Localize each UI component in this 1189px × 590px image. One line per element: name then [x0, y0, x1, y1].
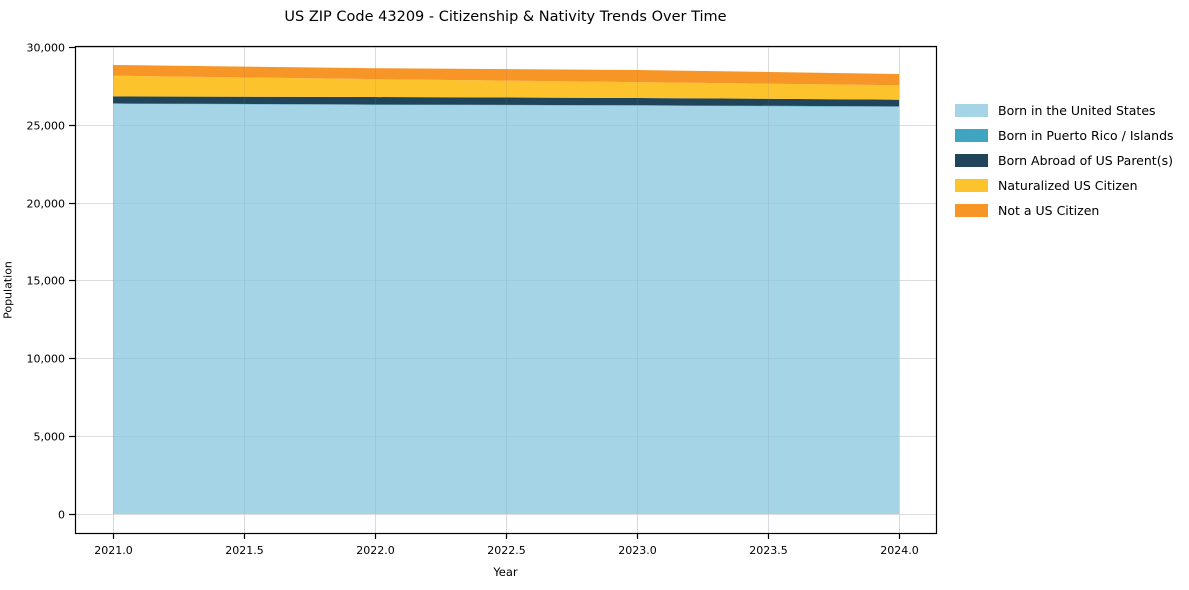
x-tick-label: 2021.0 [94, 544, 133, 557]
legend-label: Not a US Citizen [998, 203, 1100, 218]
y-tick-label: 30,000 [27, 42, 66, 55]
legend-item-not-a-us-citizen: Not a US Citizen [955, 203, 1174, 218]
y-tick-label: 15,000 [27, 275, 66, 288]
x-tick-label: 2024.0 [880, 544, 919, 557]
legend-label: Born Abroad of US Parent(s) [998, 153, 1173, 168]
legend-item-born-abroad-of-us-parent-s: Born Abroad of US Parent(s) [955, 153, 1174, 168]
legend-item-born-in-puerto-rico-islands: Born in Puerto Rico / Islands [955, 128, 1174, 143]
legend-item-naturalized-us-citizen: Naturalized US Citizen [955, 178, 1174, 193]
legend-swatch-born-in-the-united-states [955, 104, 988, 117]
y-tick-label: 20,000 [27, 198, 66, 211]
legend-swatch-born-in-puerto-rico-islands [955, 129, 988, 142]
y-tick-label: 25,000 [27, 120, 66, 133]
legend-swatch-born-abroad-of-us-parent-s [955, 154, 988, 167]
legend-label: Born in the United States [998, 103, 1156, 118]
chart-title: US ZIP Code 43209 - Citizenship & Nativi… [284, 9, 727, 25]
y-tick-label: 5,000 [34, 431, 66, 444]
x-tick-label: 2021.5 [225, 544, 264, 557]
legend-label: Born in Puerto Rico / Islands [998, 128, 1174, 143]
y-tick-label: 10,000 [27, 353, 66, 366]
x-axis-label: Year [493, 565, 518, 579]
x-tick-label: 2023.0 [618, 544, 657, 557]
legend-label: Naturalized US Citizen [998, 178, 1138, 193]
area-born-in-puerto-rico-islands [112, 103, 900, 107]
legend-swatch-naturalized-us-citizen [955, 179, 988, 192]
x-tick-label: 2022.0 [356, 544, 395, 557]
area-naturalized-us-citizen [112, 75, 900, 100]
y-axis-label: Population [1, 261, 15, 319]
legend-swatch-not-a-us-citizen [955, 204, 988, 217]
area-not-a-us-citizen [112, 64, 900, 86]
legend: Born in the United States Born in Puerto … [955, 103, 1174, 218]
x-tick-label: 2023.5 [749, 544, 788, 557]
y-tick-label: 0 [58, 509, 65, 522]
legend-item-born-in-the-united-states: Born in the United States [955, 103, 1174, 118]
x-tick-label: 2022.5 [487, 544, 526, 557]
area-born-in-the-united-states [112, 103, 900, 514]
area-born-abroad-of-us-parent-s [112, 96, 900, 107]
